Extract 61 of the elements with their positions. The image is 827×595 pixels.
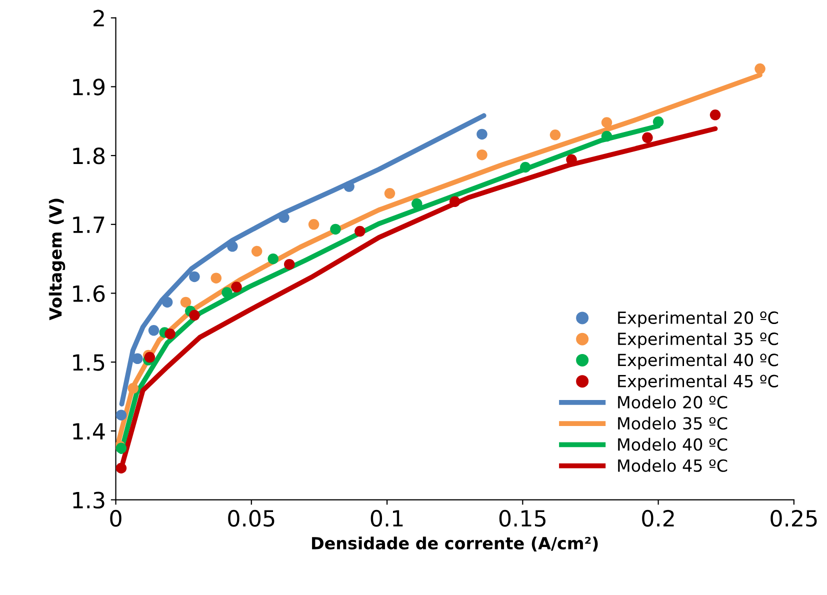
- point: [476, 149, 488, 160]
- point: [354, 226, 366, 237]
- point: [227, 241, 238, 252]
- legend-label: Experimental 45 ºC: [618, 374, 778, 391]
- point: [251, 246, 262, 257]
- legend-label: Modelo 20 ºC: [618, 396, 728, 409]
- point: [164, 328, 176, 340]
- point: [344, 181, 354, 192]
- point: [210, 272, 222, 284]
- point: [652, 116, 664, 128]
- legend-label: Experimental 40 ºC: [618, 353, 778, 370]
- point: [148, 325, 160, 336]
- point: [710, 110, 721, 120]
- legend-label: Modelo 45 ºC: [618, 459, 728, 472]
- point: [116, 462, 127, 474]
- point: [550, 130, 561, 140]
- legend-label: Modelo 40 ºC: [618, 438, 728, 451]
- point: [278, 212, 290, 223]
- point: [601, 117, 612, 128]
- legend-label: Experimental 35 ºC: [618, 332, 778, 348]
- legend-label: Experimental 20 ºC: [618, 311, 778, 328]
- x-tick-label: 0.05: [228, 510, 274, 527]
- point: [162, 296, 173, 308]
- point: [116, 442, 127, 454]
- point: [132, 353, 143, 364]
- y-tick-label: 1.8: [73, 148, 105, 164]
- point: [520, 162, 531, 173]
- x-tick-label: 0.25: [770, 510, 817, 527]
- y-tick-label: 1.6: [73, 285, 105, 302]
- point: [268, 253, 278, 264]
- point: [284, 258, 295, 270]
- point: [308, 219, 320, 230]
- point: [449, 196, 460, 208]
- x-tick-label: 0.15: [499, 510, 546, 527]
- y-tick-label: 2: [94, 10, 104, 26]
- point: [476, 128, 488, 140]
- point: [384, 188, 396, 199]
- legend-label: Modelo 35 ºC: [618, 416, 728, 430]
- point: [601, 130, 612, 142]
- point: [180, 296, 192, 308]
- point: [128, 382, 139, 394]
- x-tick-label: 0.2: [642, 510, 674, 527]
- x-axis-title: Densidade de corrente (A/cm²): [312, 536, 598, 552]
- y-tick-label: 1.3: [73, 492, 104, 509]
- point: [116, 410, 127, 420]
- y-tick-label: 1.7: [73, 216, 104, 233]
- x-tick-label: 0.1: [370, 510, 403, 527]
- point: [754, 63, 766, 74]
- x-tick-label: 0: [110, 510, 122, 527]
- point: [189, 271, 200, 282]
- point: [411, 198, 422, 210]
- point: [330, 224, 341, 235]
- point: [222, 287, 232, 298]
- y-axis-title: Voltagem (V): [48, 198, 66, 320]
- y-tick-label: 1.9: [73, 78, 104, 96]
- point: [642, 132, 653, 144]
- y-tick-label: 1.5: [73, 354, 104, 371]
- line-series: [119, 113, 486, 407]
- point: [231, 282, 242, 292]
- y-tick-label: 1.4: [73, 423, 105, 440]
- point: [189, 310, 200, 321]
